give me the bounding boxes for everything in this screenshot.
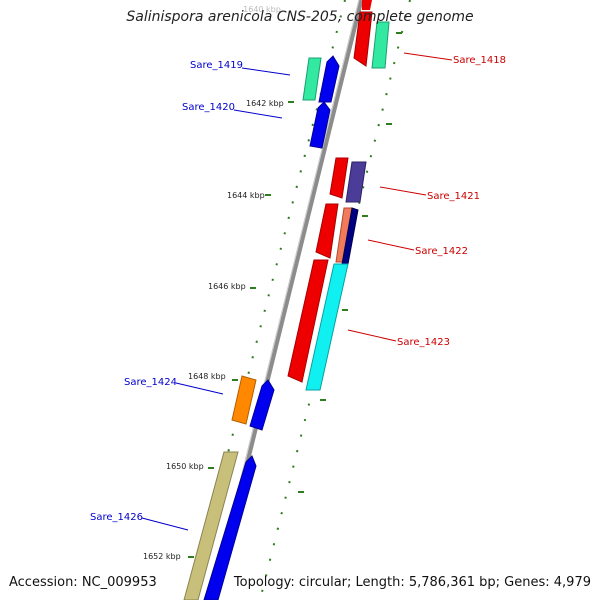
scale-ticks [188,32,402,558]
scale-label-partial: 1640 kbp [243,5,281,14]
map-title: Salinispora arenicola CNS-205, complete … [126,9,474,25]
gene-arrow-sare-1424-a[interactable] [231,375,257,425]
scale-label: 1646 kbp [208,282,246,291]
gene-label-sare-1420[interactable]: Sare_1420 [182,102,235,113]
leader-line-sare-1418 [403,52,453,61]
gene-arrow-sare-1421-a[interactable] [329,157,349,199]
leader-line-sare-1422 [367,239,415,251]
gene-label-sare-1419[interactable]: Sare_1419 [190,60,243,71]
gene-label-sare-1422[interactable]: Sare_1422 [415,246,468,257]
gene-arrow-sare-1426-b[interactable] [203,455,257,600]
leader-line-sare-1423 [347,329,397,342]
gene-label-sare-1423[interactable]: Sare_1423 [397,337,450,348]
gene-label-sare-1418[interactable]: Sare_1418 [453,55,506,66]
gene-arrow-sare-1419-a[interactable] [302,57,322,101]
gene-arrow-sare-1421-b[interactable] [345,161,367,203]
gene-arrow-sare-1424-b[interactable] [249,379,275,431]
leader-line-sare-1421 [379,186,427,196]
leader-line-sare-1424 [175,382,224,395]
gene-arrow-sare-1418-mark [362,0,372,10]
scale-label: 1644 kbp [227,191,265,200]
gene-arrow-sare-1426-a[interactable] [183,451,239,600]
leader-line-sare-1420 [233,109,283,119]
gene-arrow-sare-1418[interactable] [353,11,373,67]
scale-label: 1650 kbp [166,462,204,471]
leader-line-sare-1426 [141,517,189,531]
gene-arrow-sare-1420[interactable] [309,101,331,149]
genome-summary-text: Topology: circular; Length: 5,786,361 bp… [233,575,591,590]
gene-arrow-sare-1418-alt[interactable] [371,21,390,69]
scale-label: 1642 kbp [246,99,284,108]
accession-text: Accession: NC_009953 [9,575,157,590]
gene-arrow-sare-1423-b[interactable] [305,263,349,391]
gene-label-sare-1426[interactable]: Sare_1426 [90,512,143,523]
gene-label-sare-1421[interactable]: Sare_1421 [427,191,480,202]
gene-arrow-sare-1423-a[interactable] [287,259,329,383]
gene-label-sare-1424[interactable]: Sare_1424 [124,377,177,388]
guide-tracks [189,0,411,600]
gene-arrow-sare-1419-b[interactable] [318,55,340,103]
scale-label: 1648 kbp [188,372,226,381]
gene-arrow-sare-1422-a[interactable] [315,203,339,259]
scale-label: 1652 kbp [143,552,181,561]
leader-line-sare-1419 [241,67,291,76]
